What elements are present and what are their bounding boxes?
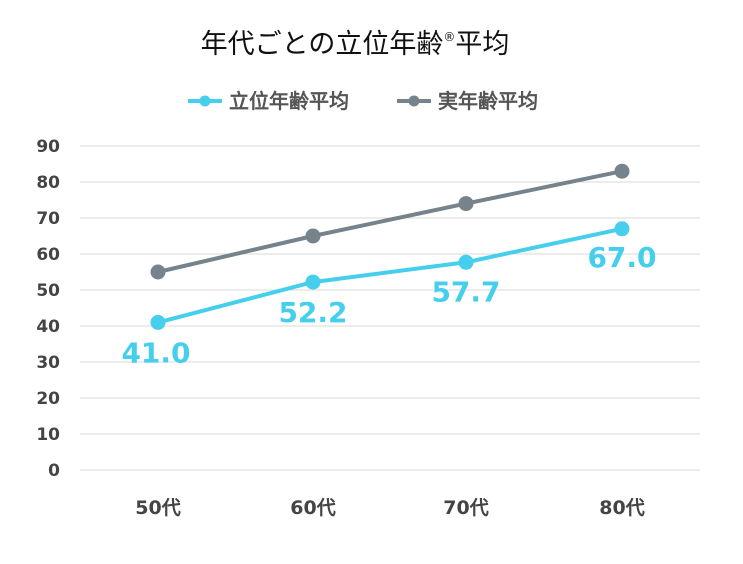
x-tick-label: 80代: [599, 497, 644, 519]
y-tick-label: 50: [36, 281, 60, 301]
y-tick-label: 20: [36, 389, 60, 409]
legend: 立位年齢平均 実年齢平均: [188, 89, 538, 113]
legend-item-standing-age: 立位年齢平均: [188, 89, 349, 113]
x-tick-label: 60代: [290, 497, 335, 519]
y-axis: 0 10 20 30 40 50 60 70 80 90: [36, 137, 60, 481]
data-point-actual-age: [614, 163, 630, 179]
series-line-standing-age: [156, 226, 624, 325]
x-axis: 50代 60代 70代 80代: [135, 497, 644, 519]
y-tick-label: 30: [36, 353, 60, 373]
chart-title: 年代ごとの立位年齢®平均: [201, 29, 510, 60]
y-tick-label: 60: [36, 245, 60, 265]
data-point-actual-age: [305, 228, 321, 244]
y-tick-label: 0: [48, 461, 60, 481]
data-point-standing-age: [150, 314, 166, 330]
gridlines: [80, 145, 700, 471]
y-tick-label: 70: [36, 209, 60, 229]
data-label-standing-age: 52.2: [278, 296, 347, 329]
series-line-actual-age: [156, 169, 624, 274]
data-point-standing-age: [614, 221, 630, 237]
y-tick-label: 10: [36, 425, 60, 445]
data-label-standing-age: 57.7: [431, 275, 500, 308]
data-label-standing-age: 67.0: [587, 241, 656, 274]
y-tick-label: 40: [36, 317, 60, 337]
data-point-actual-age: [458, 196, 474, 212]
data-point-standing-age: [305, 274, 321, 290]
x-tick-label: 50代: [135, 497, 180, 519]
series-standing-age: 41.0 52.2 57.7 67.0: [121, 221, 657, 369]
y-tick-label: 80: [36, 173, 60, 193]
y-tick-label: 90: [36, 137, 60, 157]
x-tick-label: 70代: [443, 497, 488, 519]
series: 41.0 52.2 57.7 67.0: [121, 163, 657, 369]
series-actual-age: [150, 163, 630, 280]
legend-label-actual-age: 実年齢平均: [438, 89, 538, 113]
legend-label-standing-age: 立位年齢平均: [229, 89, 349, 113]
legend-marker-actual-age: [408, 95, 420, 107]
data-point-standing-age: [458, 254, 474, 270]
legend-item-actual-age: 実年齢平均: [397, 89, 538, 113]
data-label-standing-age: 41.0: [121, 336, 190, 369]
data-point-actual-age: [150, 264, 166, 280]
legend-marker-standing-age: [199, 95, 211, 107]
